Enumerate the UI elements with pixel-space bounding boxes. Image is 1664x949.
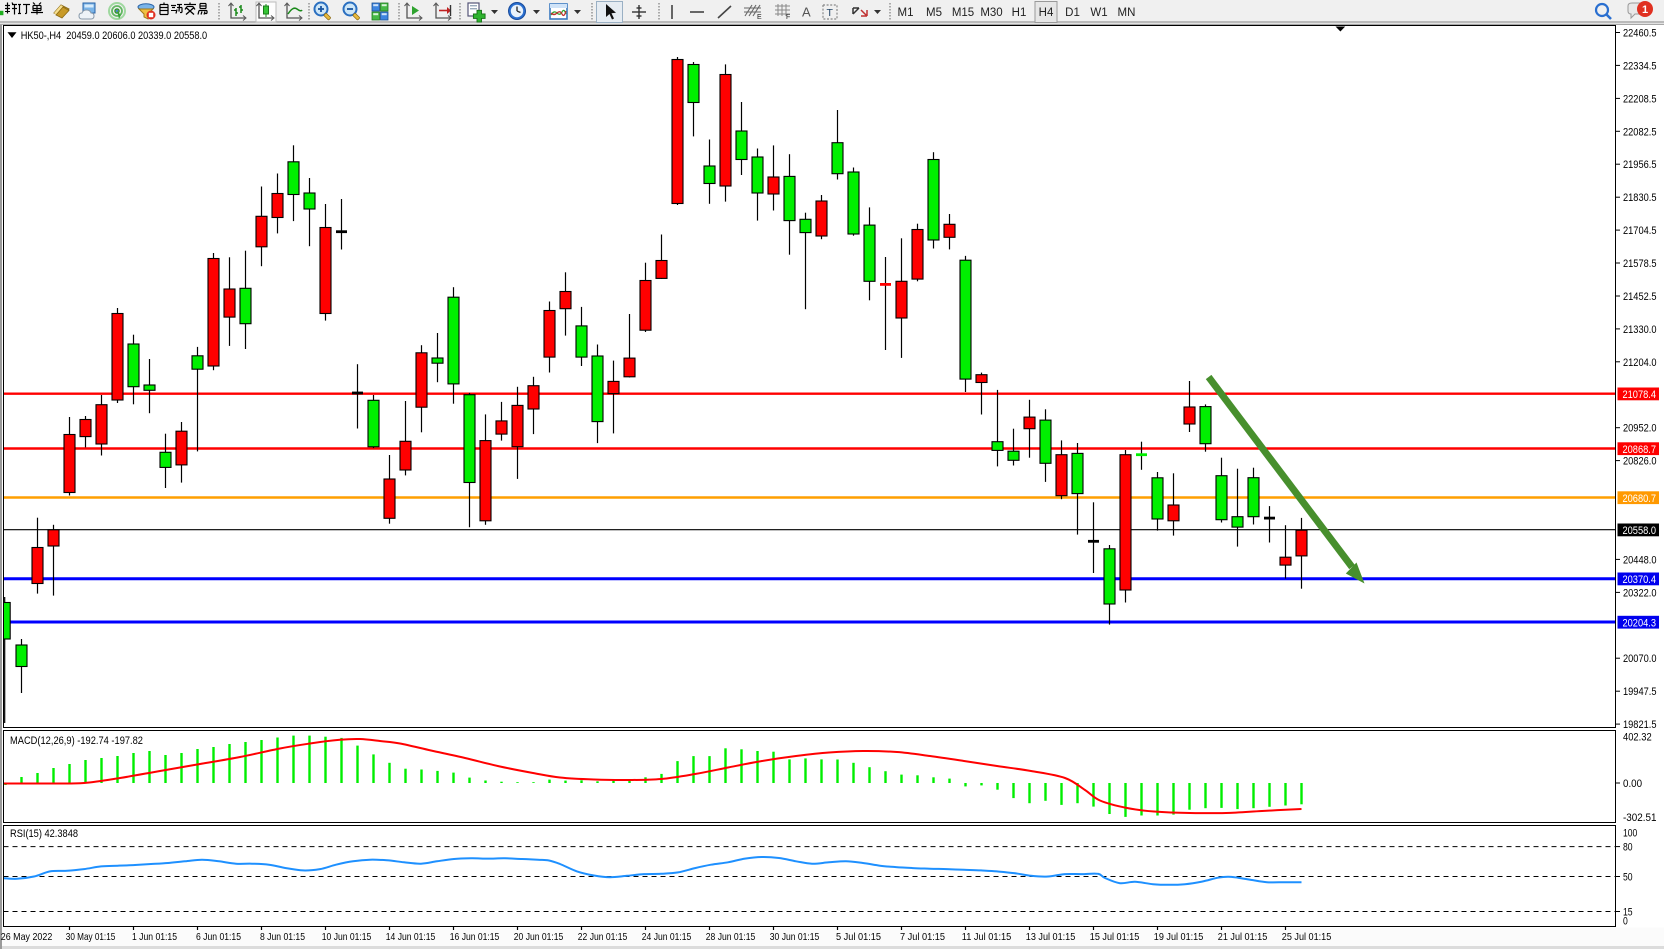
svg-text:13 Jul 01:15: 13 Jul 01:15	[1026, 931, 1076, 943]
svg-text:20952.0: 20952.0	[1623, 423, 1657, 435]
svg-text:6 Jun 01:15: 6 Jun 01:15	[196, 931, 241, 943]
svg-text:26 May 2022: 26 May 2022	[1, 931, 53, 943]
svg-text:100: 100	[1623, 828, 1637, 840]
svg-text:19821.5: 19821.5	[1623, 719, 1657, 731]
svg-text:M15: M15	[952, 7, 974, 19]
svg-text:21956.5: 21956.5	[1623, 159, 1657, 171]
svg-text:20 Jun 01:15: 20 Jun 01:15	[514, 931, 564, 943]
svg-text:21078.4: 21078.4	[1623, 389, 1657, 401]
svg-text:H1: H1	[1012, 7, 1027, 19]
svg-text:7 Jul 01:15: 7 Jul 01:15	[900, 931, 945, 943]
svg-text:20558.0: 20558.0	[1623, 525, 1657, 537]
svg-text:30 Jun 01:15: 30 Jun 01:15	[770, 931, 820, 943]
svg-text:-302.51: -302.51	[1623, 812, 1657, 824]
svg-text:24 Jun 01:15: 24 Jun 01:15	[642, 931, 692, 943]
svg-text:5 Jul 01:15: 5 Jul 01:15	[836, 931, 881, 943]
svg-text:20070.0: 20070.0	[1623, 653, 1657, 665]
svg-text:1 Jun 01:15: 1 Jun 01:15	[132, 931, 177, 943]
svg-text:H4: H4	[1039, 7, 1054, 19]
svg-text:50: 50	[1623, 872, 1633, 884]
svg-text:20204.3: 20204.3	[1623, 617, 1657, 629]
svg-text:11 Jul 01:15: 11 Jul 01:15	[962, 931, 1012, 943]
svg-text:MN: MN	[1118, 7, 1136, 19]
svg-text:19 Jul 01:15: 19 Jul 01:15	[1154, 931, 1204, 943]
svg-text:20322.0: 20322.0	[1623, 587, 1657, 599]
svg-text:20868.7: 20868.7	[1623, 444, 1657, 456]
svg-text:22 Jun 01:15: 22 Jun 01:15	[578, 931, 628, 943]
svg-text:14 Jun 01:15: 14 Jun 01:15	[386, 931, 436, 943]
svg-text:M1: M1	[898, 7, 914, 19]
svg-text:20448.0: 20448.0	[1623, 554, 1657, 566]
svg-text:16 Jun 01:15: 16 Jun 01:15	[450, 931, 500, 943]
svg-text:21452.5: 21452.5	[1623, 291, 1657, 303]
svg-text:15: 15	[1623, 907, 1633, 919]
svg-text:21330.0: 21330.0	[1623, 324, 1657, 336]
svg-text:21704.5: 21704.5	[1623, 225, 1657, 237]
svg-text:8 Jun 01:15: 8 Jun 01:15	[260, 931, 305, 943]
svg-text:21578.5: 21578.5	[1623, 258, 1657, 270]
svg-text:30 May 01:15: 30 May 01:15	[66, 931, 116, 943]
svg-text:22082.5: 22082.5	[1623, 126, 1657, 138]
svg-text:W1: W1	[1090, 7, 1107, 19]
svg-text:25 Jul 01:15: 25 Jul 01:15	[1282, 931, 1332, 943]
svg-text:21830.5: 21830.5	[1623, 192, 1657, 204]
svg-text:20680.7: 20680.7	[1623, 493, 1657, 505]
svg-text:21204.0: 21204.0	[1623, 357, 1657, 369]
svg-text:HK50-,H4 20459.0 20606.0 2033: HK50-,H4 20459.0 20606.0 20339.0 20558.0	[21, 30, 208, 42]
svg-text:1: 1	[1642, 4, 1648, 16]
svg-text:21 Jul 01:15: 21 Jul 01:15	[1218, 931, 1268, 943]
svg-text:20370.4: 20370.4	[1623, 574, 1657, 586]
svg-text:F: F	[786, 14, 790, 21]
svg-text:D1: D1	[1065, 7, 1080, 19]
svg-text:15 Jul 01:15: 15 Jul 01:15	[1090, 931, 1140, 943]
svg-text:0: 0	[1623, 916, 1628, 928]
svg-text:T: T	[827, 7, 834, 19]
svg-text:A: A	[802, 5, 811, 20]
svg-text:M30: M30	[980, 7, 1002, 19]
svg-text:0.00: 0.00	[1623, 778, 1642, 790]
svg-text:10 Jun 01:15: 10 Jun 01:15	[322, 931, 372, 943]
svg-text:MACD(12,26,9) -192.74 -197.82: MACD(12,26,9) -192.74 -197.82	[10, 735, 143, 747]
svg-text:20826.0: 20826.0	[1623, 456, 1657, 468]
svg-text:M5: M5	[926, 7, 942, 19]
svg-text:28 Jun 01:15: 28 Jun 01:15	[706, 931, 756, 943]
svg-text:E: E	[757, 14, 762, 21]
svg-text:80: 80	[1623, 842, 1633, 854]
svg-text:22334.5: 22334.5	[1623, 60, 1657, 72]
svg-text:19947.5: 19947.5	[1623, 686, 1657, 698]
svg-text:RSI(15) 42.3848: RSI(15) 42.3848	[10, 828, 78, 840]
svg-text:402.32: 402.32	[1623, 732, 1652, 744]
svg-text:22208.5: 22208.5	[1623, 93, 1657, 105]
svg-text:22460.5: 22460.5	[1623, 28, 1657, 40]
